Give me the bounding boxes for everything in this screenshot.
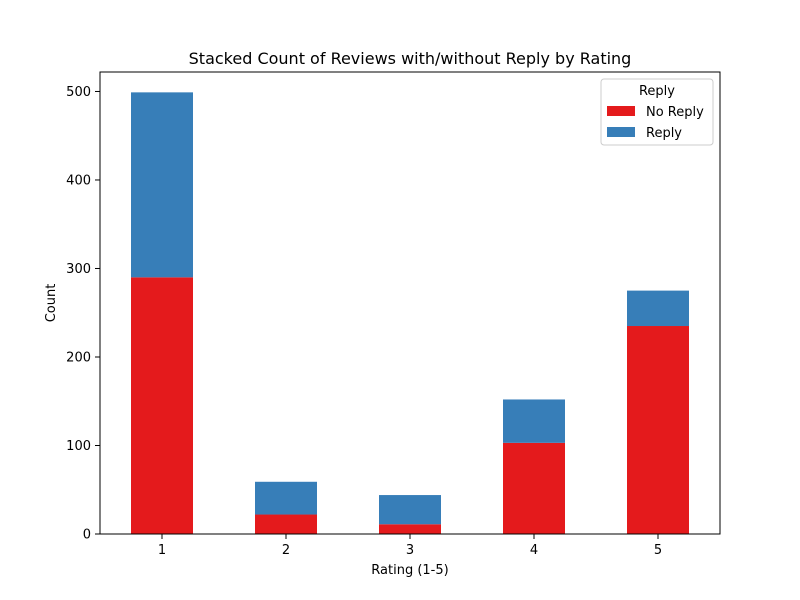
x-tick-label: 3 [406,543,414,558]
y-tick-label: 100 [66,439,91,454]
bars-group [131,92,689,534]
y-tick-label: 0 [83,528,91,543]
legend-swatch-reply [607,127,635,137]
bar-reply-rating-2 [255,481,317,515]
bar-no-reply-rating-5 [627,326,689,534]
bar-reply-rating-3 [379,495,441,525]
x-axis-title: Rating (1-5) [371,563,448,578]
y-tick-label: 200 [66,350,91,365]
legend: Reply No Reply Reply [600,78,714,146]
bar-no-reply-rating-3 [379,524,441,534]
x-tick-label: 1 [158,543,166,558]
x-axis: 1 2 3 4 5 [158,534,662,558]
legend-label-no-reply: No Reply [646,105,704,120]
legend-title: Reply [639,84,675,99]
y-axis: 0 100 200 300 400 500 [66,85,100,543]
bar-reply-rating-1 [131,92,193,278]
chart-title: Stacked Count of Reviews with/without Re… [189,49,632,68]
legend-label-reply: Reply [646,126,682,141]
bar-reply-rating-4 [503,399,565,443]
y-axis-title: Count [44,284,59,323]
x-tick-label: 5 [654,543,662,558]
bar-no-reply-rating-4 [503,442,565,534]
bar-no-reply-rating-2 [255,514,317,534]
y-tick-label: 400 [66,173,91,188]
legend-swatch-no-reply [607,106,635,116]
y-tick-label: 300 [66,262,91,277]
bar-reply-rating-5 [627,290,689,327]
y-tick-label: 500 [66,85,91,100]
x-tick-label: 2 [282,543,290,558]
bar-no-reply-rating-1 [131,277,193,534]
x-tick-label: 4 [530,543,538,558]
